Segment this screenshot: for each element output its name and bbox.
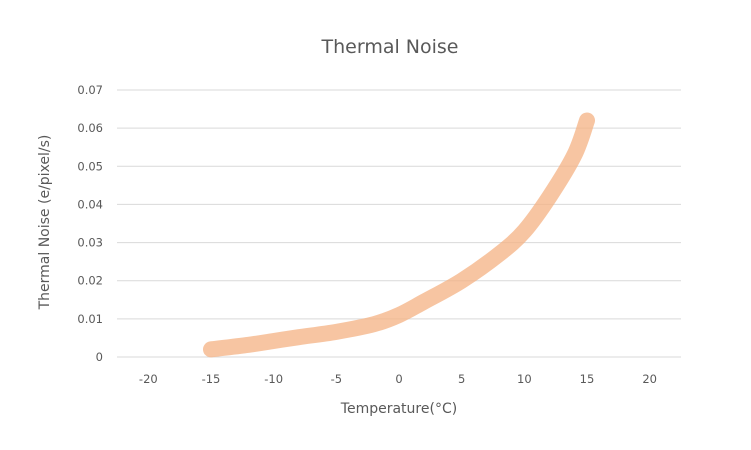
y-tick-label: 0.04 — [77, 197, 103, 211]
y-tick-label: 0.03 — [77, 236, 103, 250]
y-tick-label: 0.05 — [77, 159, 103, 173]
x-tick-label: 5 — [458, 372, 465, 386]
x-tick-label: 15 — [580, 372, 595, 386]
x-tick-label: -5 — [331, 372, 342, 386]
y-tick-label: 0.01 — [77, 312, 103, 326]
chart-title: Thermal Noise — [321, 36, 459, 58]
y-tick-label: 0.06 — [77, 121, 103, 135]
x-axis-ticks: -20 -15 -10 -5 0 5 10 15 20 — [139, 372, 657, 386]
gridlines — [117, 89, 681, 358]
x-tick-label: 20 — [642, 372, 657, 386]
y-tick-label: 0 — [96, 350, 103, 364]
y-axis-ticks: 0 0.01 0.02 0.03 0.04 0.05 0.06 0.07 — [77, 83, 103, 364]
x-tick-label: -10 — [264, 372, 283, 386]
x-tick-label: -20 — [139, 372, 158, 386]
x-tick-label: 0 — [395, 372, 402, 386]
x-tick-label: 10 — [517, 372, 532, 386]
y-tick-label: 0.07 — [77, 83, 103, 97]
y-tick-label: 0.02 — [77, 274, 103, 288]
series-line — [203, 112, 595, 358]
series-layer — [203, 112, 595, 358]
y-axis-title: Thermal Noise (e/pixel/s) — [37, 135, 53, 311]
x-axis-title: Temperature(°C) — [340, 401, 457, 417]
x-tick-label: -15 — [202, 372, 221, 386]
